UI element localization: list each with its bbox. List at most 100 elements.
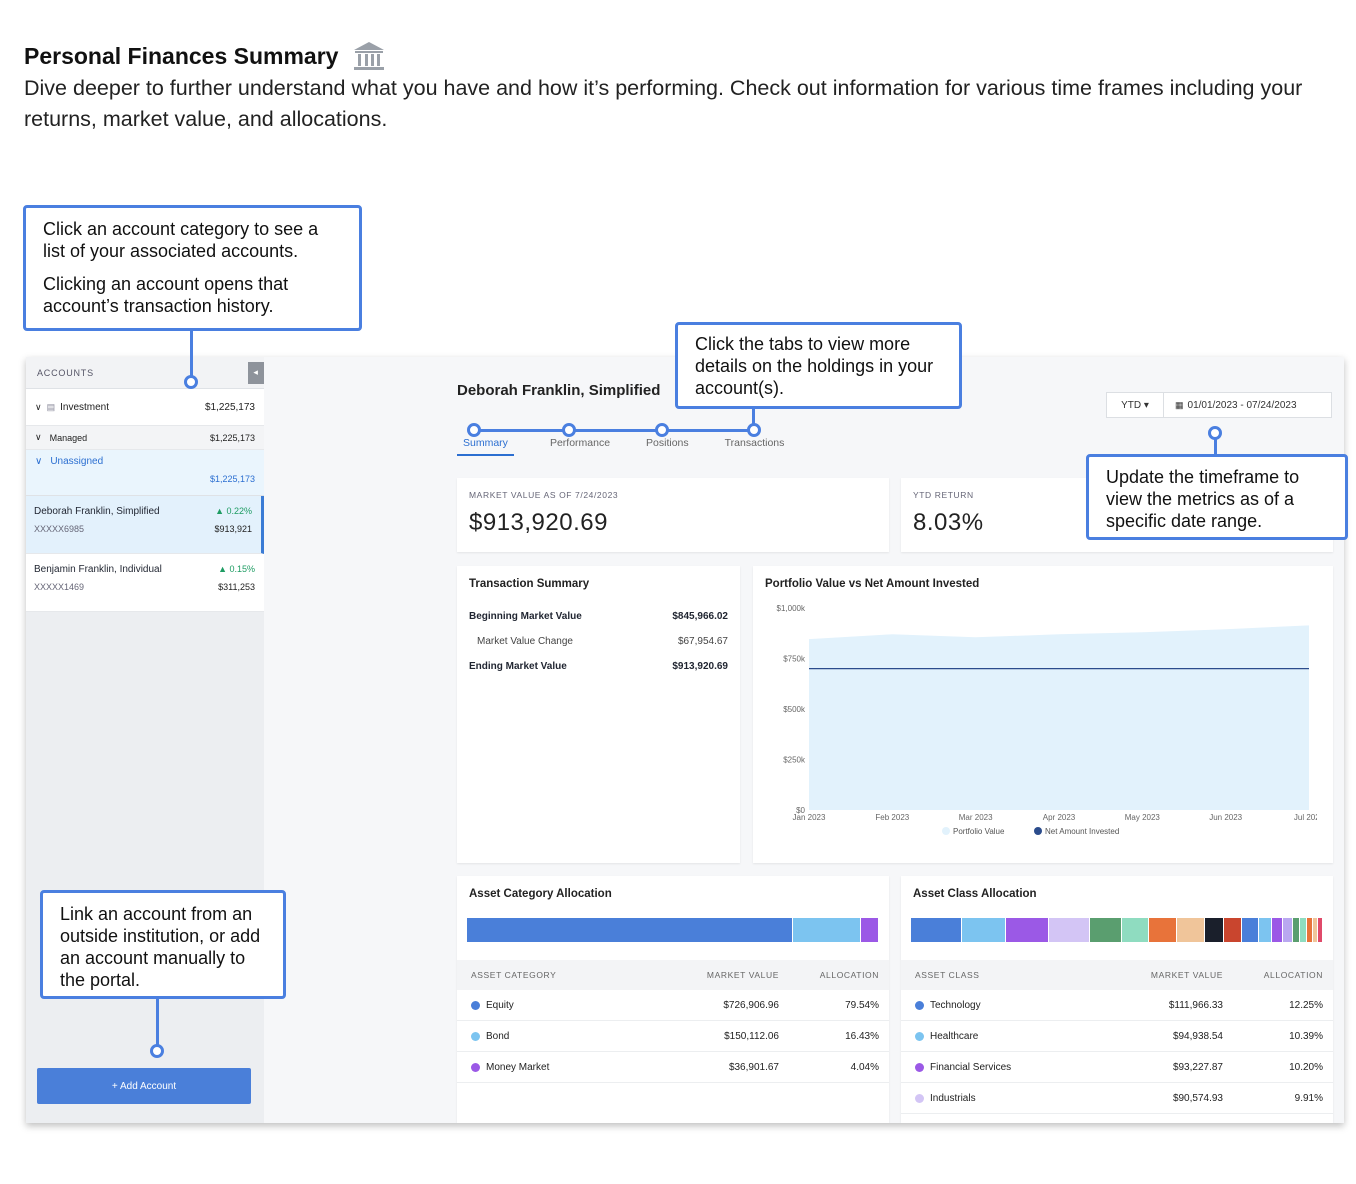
allocation-segment: [1299, 918, 1307, 942]
account-number: XXXXX1469: [34, 582, 85, 592]
account-benjamin-franklin[interactable]: Benjamin Franklin, Individual ▲ 0.15% XXX…: [26, 554, 264, 612]
legend-swatch: [915, 1062, 924, 1072]
allocation-segment: [861, 918, 879, 942]
row-name: Financial Services: [930, 1061, 1012, 1073]
date-range-picker[interactable]: ▦ 01/01/2023 - 07/24/2023: [1164, 400, 1297, 411]
tab-performance[interactable]: Performance: [549, 437, 611, 449]
portfolio-chart-card: Portfolio Value vs Net Amount Invested $…: [753, 566, 1333, 863]
market-value-change-row: Market Value Change $67,954.67: [469, 636, 728, 647]
connector-dot: [150, 1044, 164, 1058]
chart-icon: ▤: [46, 401, 56, 412]
connector-dot: [467, 423, 481, 437]
row-label: Ending Market Value: [469, 661, 567, 672]
legend-label: Portfolio Value: [953, 827, 1005, 836]
account-name: Benjamin Franklin, Individual: [34, 564, 162, 575]
row-value: $67,954.67: [677, 636, 728, 647]
asset-category-title: Asset Category Allocation: [469, 888, 612, 900]
sidebar-item-amount: $1,225,173: [209, 432, 255, 443]
column-header: ASSET CLASS: [915, 970, 980, 980]
row-label: Beginning Market Value: [469, 611, 582, 622]
collapse-sidebar-button[interactable]: ◂: [248, 361, 264, 384]
allocation-segment: [1317, 918, 1324, 942]
row-name: Industrials: [930, 1092, 976, 1104]
connector-line: [156, 999, 159, 1045]
legend-swatch: [942, 827, 950, 835]
row-market-value: $94,938.54: [1172, 1030, 1223, 1042]
portfolio-value-area: [809, 625, 1309, 810]
connector-dot: [184, 375, 198, 389]
allocation-segment: [1005, 918, 1049, 942]
allocation-segment: [1177, 918, 1205, 942]
timeframe-picker: YTD ▾ ▦ 01/01/2023 - 07/24/2023: [1106, 392, 1332, 418]
row-name: Bond: [486, 1030, 510, 1042]
date-range-text: 01/01/2023 - 07/24/2023: [1187, 399, 1297, 411]
row-name: Equity: [486, 999, 514, 1011]
callout-link-account: Link an account from an outside institut…: [40, 890, 286, 999]
y-tick-label: $250k: [783, 756, 806, 765]
beginning-market-value-row: Beginning Market Value $845,966.02: [469, 611, 728, 622]
account-title: Deborah Franklin, Simplified: [457, 382, 661, 399]
x-tick-label: Feb 2023: [875, 813, 909, 822]
allocation-segment: [1241, 918, 1259, 942]
allocation-segment: [1048, 918, 1091, 942]
legend-swatch: [1034, 827, 1042, 835]
row-market-value: $36,901.67: [728, 1061, 779, 1073]
asset-category-card: Asset Category Allocation ASSET CATEGORY…: [457, 876, 889, 1123]
connector-dot: [1208, 426, 1222, 440]
callout-accounts-text-2: Clicking an account opens that account’s…: [43, 274, 289, 316]
column-header: MARKET VALUE: [1150, 970, 1223, 980]
account-deborah-franklin[interactable]: Deborah Franklin, Simplified ▲ 0.22% XXXX…: [26, 496, 264, 554]
sidebar-item-amount: $1,225,173: [204, 401, 255, 413]
allocation-segment: [1121, 918, 1150, 942]
tab-summary[interactable]: Summary: [457, 437, 514, 456]
account-amount: $913,921: [214, 524, 252, 534]
legend-swatch: [471, 1031, 480, 1041]
sidebar-header: ACCOUNTS ◂: [26, 357, 264, 389]
sidebar-heading: ACCOUNTS: [37, 367, 94, 378]
timeframe-select[interactable]: YTD ▾: [1107, 393, 1164, 417]
allocation-segment: [1306, 918, 1313, 942]
chevron-down-icon: ∨: [35, 401, 42, 412]
ending-market-value-row: Ending Market Value $913,920.69: [469, 661, 728, 672]
x-tick-label: Mar 2023: [959, 813, 993, 822]
row-market-value: $90,574.93: [1172, 1092, 1223, 1104]
legend-swatch: [915, 1093, 924, 1103]
sidebar-item-investment[interactable]: ∨ ▤ Investment $1,225,173: [26, 389, 264, 426]
table-row: Bond $150,112.06 16.43%: [457, 1021, 889, 1052]
portfolio-chart: $0 $250k $500k $750k $1,000k Jan 2023 Feb 2023…: [777, 604, 1317, 836]
asset-category-bar: [467, 918, 879, 942]
row-name: Technology: [930, 999, 981, 1011]
allocation-segment: [1258, 918, 1273, 942]
market-value-label: MARKET VALUE AS OF 7/24/2023: [469, 490, 619, 500]
allocation-segment: [962, 918, 1006, 942]
y-tick-label: $1,000k: [777, 604, 806, 613]
accounts-sidebar: ACCOUNTS ◂ ∨ ▤ Investment $1,225,173 ∨ M…: [26, 357, 264, 1123]
column-header: ASSET CATEGORY: [471, 970, 557, 980]
row-allocation: 10.39%: [1289, 1030, 1323, 1042]
page-title: Personal Finances Summary: [24, 40, 386, 72]
legend-swatch: [915, 1031, 924, 1041]
page-description: Dive deeper to further understand what y…: [24, 76, 1303, 131]
tab-positions[interactable]: Positions: [646, 437, 689, 449]
sidebar-item-unassigned[interactable]: ∨ Unassigned $1,225,173: [26, 450, 264, 496]
x-tick-label: Jun 2023: [1209, 813, 1242, 822]
tab-transactions[interactable]: Transactions: [724, 437, 785, 449]
sidebar-item-label: Unassigned: [50, 456, 104, 467]
column-header: MARKET VALUE: [706, 970, 779, 980]
x-tick-label: Apr 2023: [1043, 813, 1076, 822]
y-tick-label: $500k: [783, 705, 806, 714]
sidebar-item-managed[interactable]: ∨ Managed $1,225,173: [26, 426, 264, 450]
sidebar-item-amount: $1,225,173: [209, 474, 255, 484]
callout-timeframe: Update the timeframe to view the metrics…: [1086, 454, 1348, 540]
account-amount: $311,253: [218, 582, 255, 592]
allocation-segment: [1272, 918, 1284, 942]
row-market-value: $111,966.33: [1168, 999, 1223, 1011]
market-value: $913,920.69: [469, 509, 608, 536]
connector-dot: [655, 423, 669, 437]
add-account-button[interactable]: + Add Account: [37, 1068, 251, 1104]
row-market-value: $150,112.06: [724, 1030, 779, 1042]
allocation-segment: [1312, 918, 1318, 942]
legend-swatch: [915, 1000, 924, 1010]
connector-line: [474, 429, 754, 432]
allocation-segment: [1204, 918, 1225, 942]
